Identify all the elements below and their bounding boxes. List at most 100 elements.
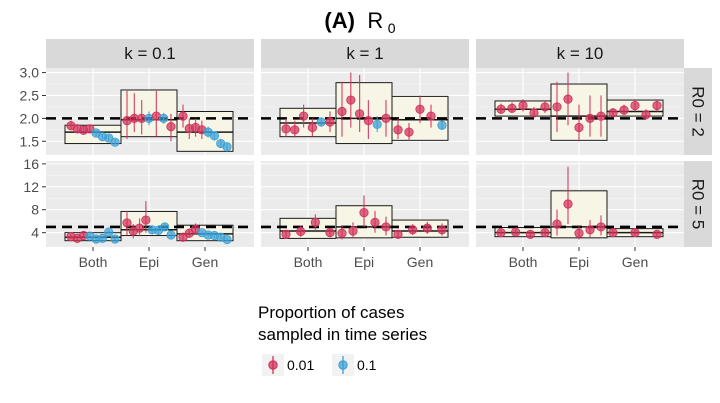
data-point bbox=[630, 100, 640, 111]
data-point bbox=[296, 226, 306, 237]
data-point bbox=[525, 229, 535, 239]
data-point bbox=[104, 133, 114, 143]
data-point bbox=[426, 111, 436, 121]
y-tick-label: 16 bbox=[23, 156, 39, 172]
data-point bbox=[437, 120, 447, 130]
data-point bbox=[552, 102, 562, 112]
y-tick-label: 3.0 bbox=[20, 65, 40, 81]
data-point bbox=[122, 218, 132, 228]
facet-strip-col-label: k = 1 bbox=[346, 44, 383, 63]
data-point bbox=[585, 225, 595, 235]
data-point bbox=[563, 94, 573, 104]
data-point bbox=[166, 230, 176, 240]
facet-strip-row-label: R0 = 5 bbox=[689, 179, 708, 230]
data-point bbox=[337, 228, 347, 238]
data-point bbox=[511, 227, 521, 237]
x-tick-label: Gen bbox=[622, 254, 648, 270]
legend-label: 0.1 bbox=[357, 357, 377, 373]
data-point bbox=[381, 113, 391, 123]
x-tick-label: Both bbox=[509, 254, 538, 270]
legend-key-point bbox=[268, 360, 278, 370]
data-point bbox=[307, 122, 317, 133]
x-tick-label: Gen bbox=[407, 254, 433, 270]
data-point bbox=[298, 111, 309, 121]
y-tick-label: 1.5 bbox=[20, 133, 40, 149]
facet-strip-row-label: R0 = 2 bbox=[689, 86, 708, 137]
data-point bbox=[393, 125, 403, 135]
data-point bbox=[160, 222, 170, 232]
facet-strip-col bbox=[46, 39, 254, 68]
data-point bbox=[552, 219, 562, 229]
data-point bbox=[290, 125, 300, 135]
data-point bbox=[574, 122, 584, 133]
data-point bbox=[518, 100, 528, 111]
x-tick-label: Epi bbox=[569, 254, 589, 270]
data-point bbox=[404, 127, 414, 137]
legend-title: Proportion of cases bbox=[258, 303, 404, 322]
chart-title-main: (A) bbox=[324, 8, 355, 33]
y-tick-label: 8 bbox=[31, 202, 39, 218]
data-point bbox=[608, 108, 618, 118]
data-point bbox=[540, 102, 550, 112]
legend-title: sampled in time series bbox=[258, 325, 427, 344]
data-point bbox=[141, 215, 151, 225]
data-point bbox=[596, 111, 606, 121]
plot-layer: k = 0.1 k = 1 k = 10 R0 = 2 R0 = 5 1.5 2.0 2.5 3… bbox=[20, 39, 712, 270]
data-point bbox=[496, 104, 506, 114]
facet-strip-col-label: k = 0.1 bbox=[124, 44, 176, 63]
data-point bbox=[585, 113, 595, 123]
chart-title-symbol: R bbox=[367, 8, 383, 33]
data-point bbox=[381, 222, 391, 232]
y-tick-label: 12 bbox=[23, 179, 39, 195]
data-point bbox=[310, 217, 320, 227]
data-point bbox=[415, 104, 425, 114]
facet-strip-col bbox=[261, 39, 469, 68]
data-point bbox=[110, 137, 120, 147]
data-point bbox=[337, 106, 347, 117]
data-point bbox=[316, 117, 326, 127]
x-tick-label: Gen bbox=[192, 254, 218, 270]
data-point bbox=[359, 208, 369, 218]
data-point bbox=[422, 223, 432, 233]
data-point bbox=[596, 222, 606, 232]
data-point bbox=[363, 116, 373, 126]
x-tick-label: Epi bbox=[139, 254, 159, 270]
data-point bbox=[97, 233, 108, 243]
data-point bbox=[496, 228, 506, 238]
facet-strip-col bbox=[476, 39, 684, 68]
data-point bbox=[222, 142, 232, 152]
legend-key-point bbox=[338, 360, 348, 370]
data-point bbox=[325, 228, 335, 238]
data-point bbox=[134, 223, 145, 233]
data-point bbox=[652, 100, 662, 111]
legend-label: 0.01 bbox=[287, 357, 314, 373]
data-point bbox=[574, 228, 584, 238]
y-tick-label: 2.0 bbox=[20, 110, 40, 126]
y-tick-label: 4 bbox=[31, 225, 39, 241]
data-point bbox=[178, 111, 188, 121]
data-point bbox=[346, 95, 356, 105]
chart-title-subscript: 0 bbox=[388, 20, 396, 36]
data-point bbox=[540, 228, 550, 238]
legend: Proportion of cases sampled in time serie… bbox=[258, 303, 427, 376]
data-point bbox=[437, 225, 447, 235]
data-point bbox=[281, 229, 291, 239]
data-point bbox=[608, 228, 618, 238]
facet-strip-row bbox=[684, 161, 712, 247]
data-point bbox=[348, 226, 358, 236]
data-point bbox=[529, 108, 539, 118]
facet-strip-row bbox=[684, 68, 712, 155]
data-point bbox=[354, 109, 365, 119]
data-point bbox=[370, 217, 380, 227]
data-point bbox=[563, 199, 573, 209]
chart-title: (A) R 0 bbox=[324, 8, 395, 36]
data-point bbox=[408, 225, 418, 235]
data-point bbox=[372, 119, 382, 129]
data-point bbox=[641, 110, 651, 120]
data-point bbox=[110, 234, 120, 244]
data-point bbox=[281, 124, 291, 134]
data-point bbox=[652, 229, 662, 239]
data-point bbox=[630, 228, 640, 238]
data-point bbox=[104, 227, 114, 237]
